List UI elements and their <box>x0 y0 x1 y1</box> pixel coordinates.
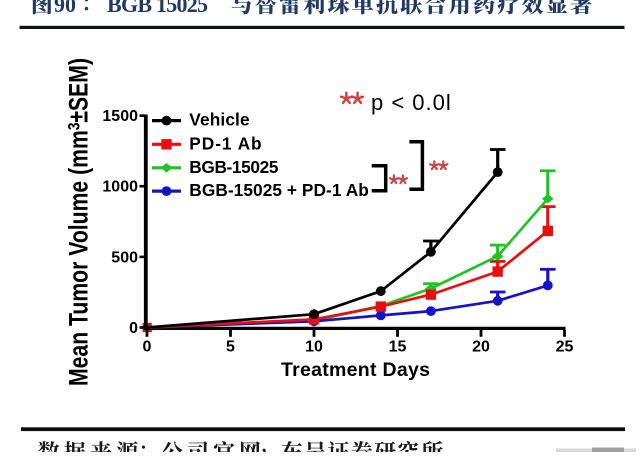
svg-text:0: 0 <box>129 320 138 337</box>
svg-text:10: 10 <box>305 339 323 356</box>
svg-text:BGB-15025: BGB-15025 <box>189 157 279 177</box>
svg-text:1500: 1500 <box>102 108 138 125</box>
svg-text:1000: 1000 <box>102 179 138 196</box>
svg-text:p < 0.0l: p < 0.0l <box>371 90 452 115</box>
svg-text:Vehicle: Vehicle <box>189 110 250 130</box>
svg-text:Mean Tumor Volume (mm3±SEM): Mean Tumor Volume (mm3±SEM) <box>64 58 94 386</box>
svg-text:500: 500 <box>111 249 138 266</box>
svg-text:5: 5 <box>226 339 235 356</box>
svg-text:15: 15 <box>389 339 407 356</box>
svg-text:90: 90 <box>54 0 76 17</box>
svg-text:25: 25 <box>556 339 574 356</box>
svg-text:BGB-15025 + PD-1 Ab: BGB-15025 + PD-1 Ab <box>189 180 368 200</box>
svg-text:BGB 15025: BGB 15025 <box>107 0 208 17</box>
svg-text:20: 20 <box>472 339 490 356</box>
svg-text:PD-1 Ab: PD-1 Ab <box>189 133 261 153</box>
svg-text:0: 0 <box>143 339 152 356</box>
svg-text:Treatment Days: Treatment Days <box>281 359 430 381</box>
